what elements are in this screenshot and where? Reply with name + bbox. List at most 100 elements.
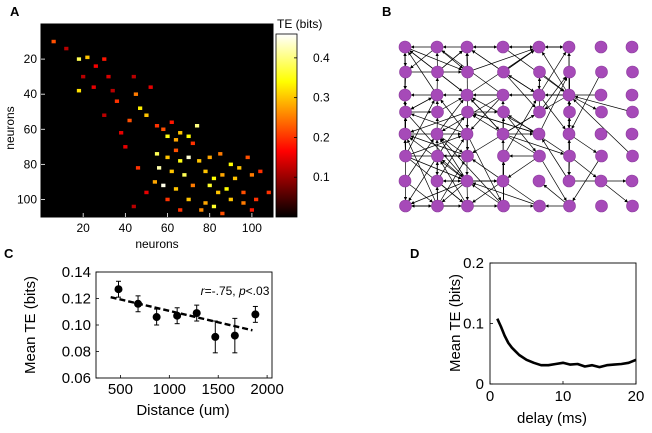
heatmap-cell (106, 74, 111, 79)
network-edge (472, 182, 540, 207)
colorbar-ticks: 0.1 0.2 0.3 0.4 (294, 51, 330, 184)
colorbar (275, 33, 298, 218)
x-tick-label: 100 (242, 221, 262, 235)
network-edge (538, 51, 567, 96)
panel-a-label: A (10, 4, 20, 19)
network-node (594, 127, 608, 141)
heatmap-cell (148, 85, 153, 89)
network-edge (571, 71, 602, 129)
x-tick-label: 2000 (250, 381, 283, 398)
network-node (460, 40, 474, 54)
data-point (192, 309, 201, 318)
heatmap-cell (51, 39, 56, 44)
panel-d-label: D (410, 246, 419, 261)
y-tick-label: 0.06 (62, 370, 91, 387)
heatmap-cell (254, 197, 259, 202)
heatmap-axes: 20 40 60 80 100 20 40 60 80 100 (17, 23, 274, 235)
network-edge (440, 138, 504, 207)
x-tick-label: 500 (108, 381, 133, 398)
heatmap-cell (220, 211, 225, 216)
network-edge (573, 98, 633, 157)
network-node (496, 40, 510, 54)
network-edge (404, 46, 463, 71)
heatmap-cell (173, 138, 179, 142)
heatmap-frame (40, 23, 274, 218)
x-tick-label: 0 (486, 388, 494, 405)
network-node (431, 105, 444, 119)
network-node (626, 105, 639, 119)
te-delay-line (496, 318, 637, 369)
heatmap-cell (199, 208, 204, 212)
network-node (626, 199, 639, 213)
heatmap-cell (165, 197, 170, 202)
network-edge (466, 133, 502, 201)
x-tick-label: 1500 (202, 381, 235, 398)
network-node (533, 65, 546, 79)
network-node (563, 65, 576, 79)
heatmap-cell (138, 106, 143, 110)
heatmap-cell (119, 131, 124, 135)
network-edge (437, 160, 465, 207)
network-node (562, 88, 576, 102)
network-edge (503, 71, 536, 108)
heatmap-cell (194, 124, 200, 128)
heatmap-cell (237, 166, 242, 170)
colorbar-title: TE (bits) (277, 17, 322, 31)
heatmap-cell (154, 124, 160, 128)
network-node (398, 40, 412, 54)
network-edge (574, 95, 633, 113)
network-edge (538, 94, 566, 130)
y-tick-label: 0.08 (62, 344, 91, 361)
line-axes: 0 10 20 0 0.1 0.2 (463, 255, 644, 405)
network-edge (507, 155, 540, 178)
network-node (496, 88, 510, 102)
heatmap-cell (169, 120, 174, 125)
colorbar-tick-label: 0.3 (313, 91, 330, 105)
heatmap-cell (110, 88, 115, 93)
network-node (625, 127, 639, 141)
data-point (152, 313, 161, 322)
scatter-y-label: Mean TE (bits) (22, 276, 39, 374)
heatmap-cell (165, 134, 170, 139)
network-edge (437, 116, 465, 157)
network-node (625, 40, 639, 54)
heatmap-cell (203, 169, 208, 174)
network-edge (471, 50, 504, 73)
data-point (134, 299, 143, 308)
scatter-fit-line (110, 296, 253, 332)
y-tick-label: 0.12 (62, 291, 91, 308)
network-node (430, 174, 444, 188)
network-node (496, 127, 510, 141)
heatmap-cell (178, 208, 183, 212)
network-edge (404, 138, 434, 182)
heatmap-cell (157, 166, 162, 170)
heatmap-cell (123, 145, 128, 149)
heatmap-cell (186, 134, 191, 139)
line-y-label: Mean TE (bits) (447, 274, 464, 372)
panel-b: B (382, 4, 639, 213)
heatmap-cell (93, 64, 98, 68)
network-edge (471, 184, 504, 207)
network-node (460, 127, 474, 141)
network-node (398, 127, 412, 141)
network-edge (410, 111, 468, 133)
heatmap-cell (211, 204, 217, 209)
network-node (497, 199, 510, 213)
network-edge (502, 46, 565, 92)
heatmap-cell (186, 197, 191, 202)
heatmap-cell (186, 155, 191, 160)
network-edge (539, 155, 567, 202)
data-point (230, 331, 239, 340)
network-edge (472, 113, 540, 135)
network-node (431, 65, 444, 79)
data-point (211, 332, 220, 341)
network-node (533, 149, 546, 163)
heatmap-cell (161, 127, 166, 132)
heatmap-cell (131, 204, 136, 209)
heatmap-cell (114, 99, 120, 103)
heatmap-y-label: neurons (3, 106, 17, 149)
network-node (625, 88, 639, 102)
network-edge (405, 155, 462, 180)
x-tick-label: 1000 (153, 381, 186, 398)
network-node (562, 174, 576, 188)
